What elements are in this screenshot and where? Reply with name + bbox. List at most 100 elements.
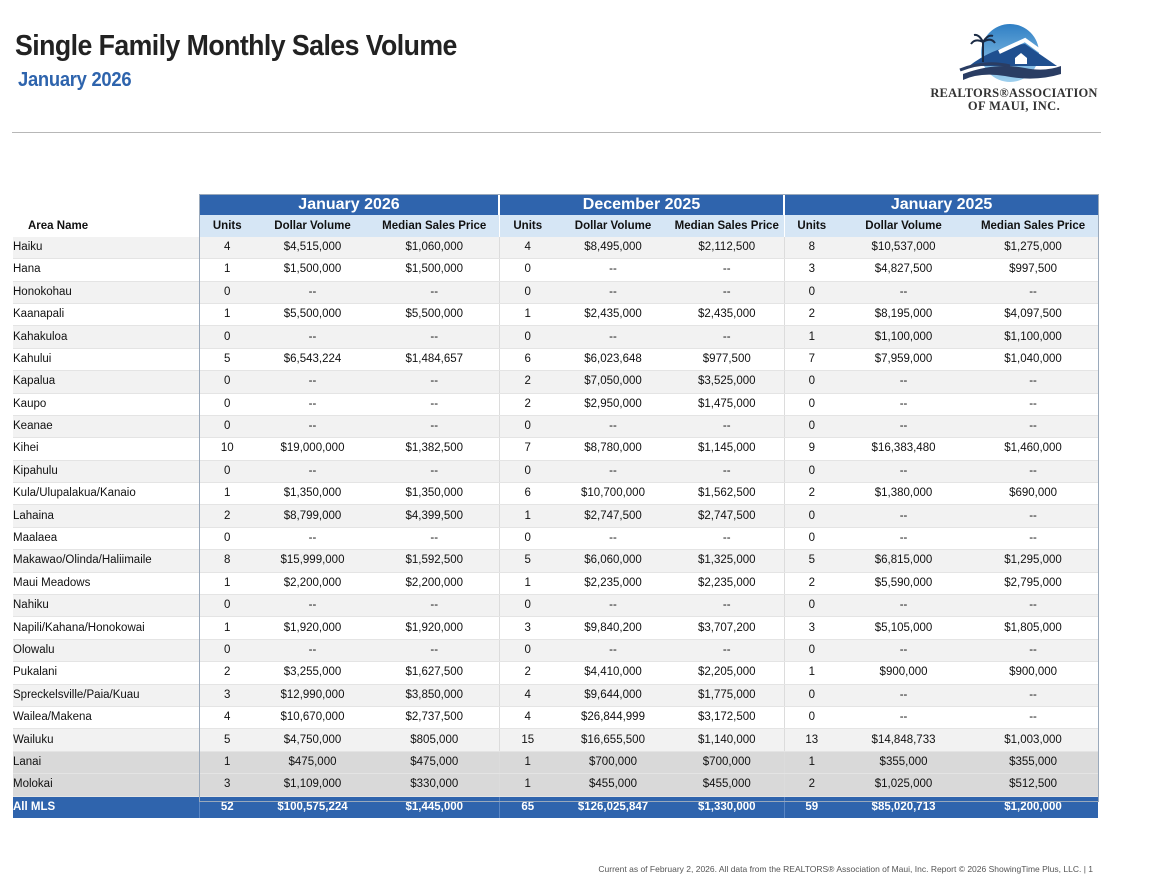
table-row: Haiku 4 $4,515,000 $1,060,000 4 $8,495,000 $2,… [13,236,1099,260]
area-name-cell: Kaupo [13,393,199,416]
value-cell: 5 [783,549,840,573]
value-cell: -- [556,460,670,484]
table-row: Kapalua 0 -- -- 2 $7,050,000 $3,525,000 0 -- -- [13,370,1099,394]
value-cell: -- [670,325,785,349]
value-cell: 7 [783,348,840,372]
area-name-cell: Napili/Kahana/Honokowai [13,616,199,640]
value-cell: -- [556,594,670,618]
area-name-cell: Kahului [13,348,199,372]
table-row: Kaupo 0 -- -- 2 $2,950,000 $1,475,000 0 -- -- [13,393,1099,416]
value-cell: -- [839,706,969,730]
value-cell: $455,000 [556,773,670,797]
value-cell: $5,500,000 [255,303,370,327]
value-cell: -- [839,594,969,618]
value-cell: $475,000 [255,751,370,775]
value-cell: $1,325,000 [670,549,785,573]
median-price-header: Median Sales Price [670,215,785,237]
area-name-cell: Lanai [13,751,199,775]
value-cell: 2 [198,661,255,685]
area-name-cell: Wailea/Makena [13,706,199,730]
value-cell: $7,959,000 [839,348,969,372]
value-cell: 13 [783,728,840,752]
value-cell: 5 [198,348,255,372]
value-cell: 1 [783,325,840,349]
value-cell: 0 [783,594,840,618]
value-cell: 2 [783,482,840,506]
value-cell: 1 [498,303,556,327]
value-cell: 0 [498,325,556,349]
value-cell: $2,795,000 [968,572,1099,596]
area-name-cell: Maui Meadows [13,572,199,596]
value-cell: -- [968,393,1099,416]
value-cell: 0 [198,460,255,484]
group-header-row: January 2026 December 2025 January 2025 [13,194,1099,216]
table-row: Kahakuloa 0 -- -- 0 -- -- 1 $1,100,000 $1,100,000 [13,325,1099,349]
value-cell: -- [839,393,969,416]
value-cell: $977,500 [670,348,785,372]
value-cell: 1 [198,482,255,506]
value-cell: $2,112,500 [670,236,785,260]
value-cell: $4,827,500 [839,258,969,282]
value-cell: -- [839,415,969,439]
units-header: Units [198,215,255,237]
value-cell: 8 [783,236,840,260]
table-row: Napili/Kahana/Honokowai 1 $1,920,000 $1,920… [13,616,1099,640]
value-cell: $3,707,200 [670,616,785,640]
table-row: Honokohau 0 -- -- 0 -- -- 0 -- -- [13,281,1099,304]
value-cell: $1,484,657 [370,348,499,372]
value-cell: 0 [783,415,840,439]
value-cell: -- [556,415,670,439]
value-cell: $1,627,500 [370,661,499,685]
value-cell: 0 [198,325,255,349]
value-cell: 0 [198,393,255,416]
table-row: Nahiku 0 -- -- 0 -- -- 0 -- -- [13,594,1099,618]
value-cell: $9,840,200 [556,616,670,640]
value-cell: $1,382,500 [370,437,499,461]
value-cell: 0 [498,415,556,439]
value-cell: $10,670,000 [255,706,370,730]
value-cell: $12,990,000 [255,684,370,707]
value-cell: $2,235,000 [556,572,670,596]
value-cell: $900,000 [839,661,969,685]
value-cell: 0 [498,639,556,663]
table-row: Wailuku 5 $4,750,000 $805,000 15 $16,655,500 $… [13,728,1099,752]
value-cell: $2,747,500 [670,504,785,528]
page-subtitle: January 2026 [18,69,132,91]
value-cell: 10 [198,437,255,461]
value-cell: $3,525,000 [670,370,785,394]
area-name-cell: Hana [13,258,199,282]
value-cell: $1,562,500 [670,482,785,506]
value-cell: $4,750,000 [255,728,370,752]
value-cell: $512,500 [968,773,1099,797]
value-cell: -- [968,504,1099,528]
value-cell: $8,195,000 [839,303,969,327]
median-price-header: Median Sales Price [968,215,1099,237]
value-cell: $690,000 [968,482,1099,506]
value-cell: $1,920,000 [370,616,499,640]
value-cell: 0 [498,594,556,618]
value-cell: 0 [783,706,840,730]
value-cell: $10,700,000 [556,482,670,506]
value-cell: $3,850,000 [370,684,499,707]
value-cell: -- [839,684,969,707]
value-cell: $1,295,000 [968,549,1099,573]
value-cell: $2,435,000 [670,303,785,327]
value-cell: $4,399,500 [370,504,499,528]
dollar-volume-header: Dollar Volume [839,215,969,237]
value-cell: 1 [498,751,556,775]
value-cell: 0 [783,393,840,416]
value-cell: $6,543,224 [255,348,370,372]
value-cell: -- [370,393,499,416]
value-cell: 1 [198,572,255,596]
value-cell: $1,500,000 [255,258,370,282]
value-cell: -- [370,527,499,551]
value-cell: -- [556,258,670,282]
value-cell: $2,737,500 [370,706,499,730]
table-row: Pukalani 2 $3,255,000 $1,627,500 2 $4,410,000… [13,661,1099,685]
table-row: Kahului 5 $6,543,224 $1,484,657 6 $6,023,648 $… [13,348,1099,372]
value-cell: 1 [783,661,840,685]
value-cell: $4,097,500 [968,303,1099,327]
table-row: Kipahulu 0 -- -- 0 -- -- 0 -- -- [13,460,1099,484]
value-cell: -- [255,527,370,551]
value-cell: $2,200,000 [370,572,499,596]
